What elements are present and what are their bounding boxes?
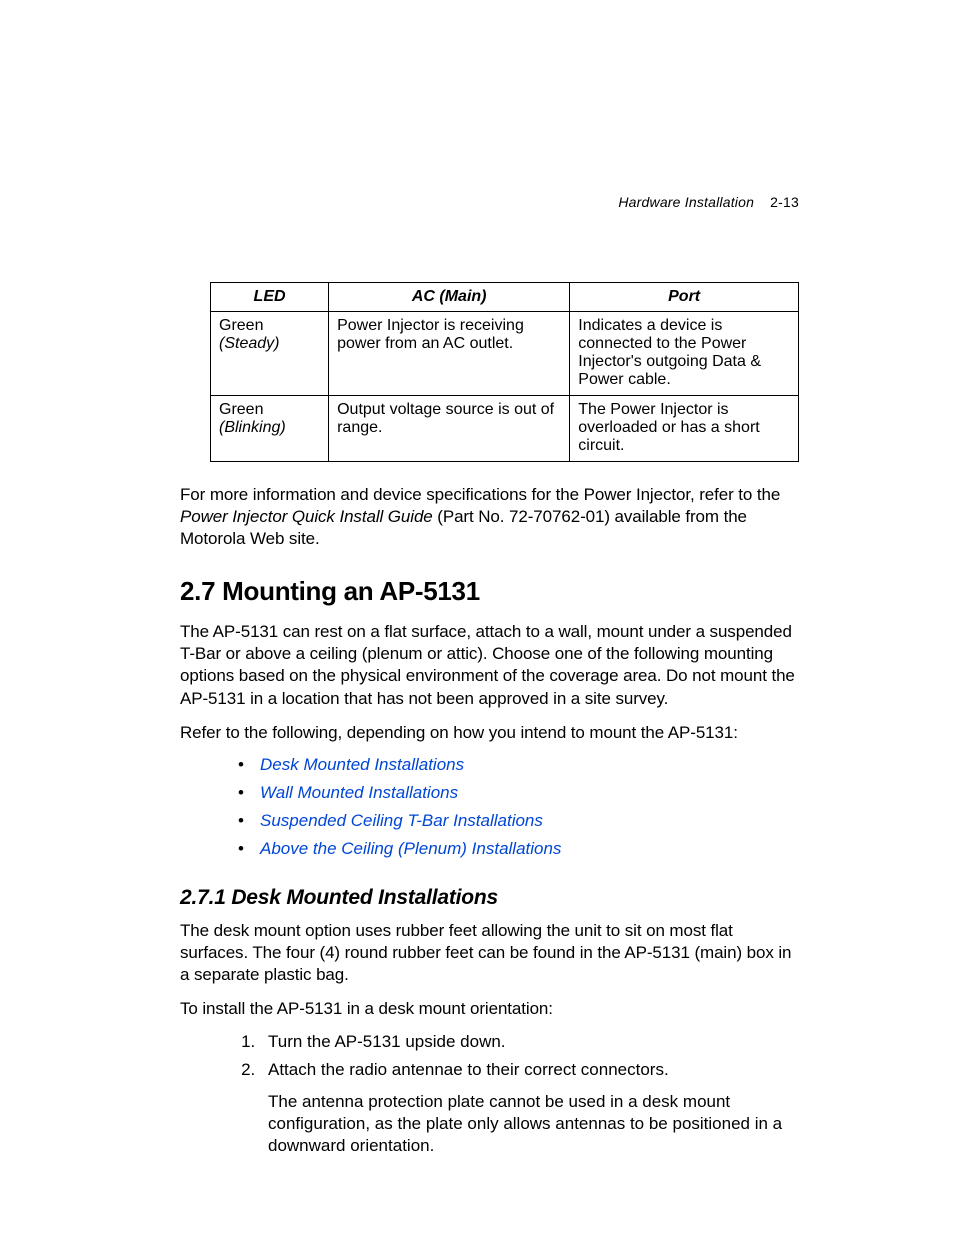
cell-led: Green (Steady) — [211, 312, 329, 396]
para-desk-1: The desk mount option uses rubber feet a… — [180, 920, 799, 986]
table-row: Green (Steady) Power Injector is receivi… — [211, 312, 799, 396]
led-state: (Steady) — [219, 335, 279, 352]
para-mount-intro: The AP-5131 can rest on a flat surface, … — [180, 621, 799, 709]
running-header: Hardware Installation 2-13 — [618, 194, 799, 210]
led-color: Green — [219, 401, 263, 418]
cell-port: The Power Injector is overloaded or has … — [570, 396, 799, 462]
running-header-title: Hardware Installation — [618, 194, 754, 210]
col-header-led: LED — [211, 283, 329, 312]
list-item: Suspended Ceiling T-Bar Installations — [238, 810, 799, 832]
mounting-options-list: Desk Mounted Installations Wall Mounted … — [238, 754, 799, 860]
para-mount-refer: Refer to the following, depending on how… — [180, 722, 799, 744]
para-more-info-a: For more information and device specific… — [180, 485, 780, 504]
led-state: (Blinking) — [219, 419, 286, 436]
led-color: Green — [219, 317, 263, 334]
link-wall-mounted[interactable]: Wall Mounted Installations — [260, 783, 458, 802]
step-note: The antenna protection plate cannot be u… — [268, 1091, 799, 1157]
desk-mount-steps: Turn the AP-5131 upside down. Attach the… — [238, 1031, 799, 1157]
document-page: Hardware Installation 2-13 LED AC (Main)… — [0, 0, 954, 1235]
step-item: Attach the radio antennae to their corre… — [260, 1059, 799, 1157]
cell-ac: Power Injector is receiving power from a… — [329, 312, 570, 396]
step-text: Attach the radio antennae to their corre… — [268, 1060, 669, 1079]
cell-ac: Output voltage source is out of range. — [329, 396, 570, 462]
link-desk-mounted[interactable]: Desk Mounted Installations — [260, 755, 464, 774]
running-header-page-number: 2-13 — [770, 194, 799, 210]
cell-port: Indicates a device is connected to the P… — [570, 312, 799, 396]
para-more-info-ital: Power Injector Quick Install Guide — [180, 507, 433, 526]
page-content: LED AC (Main) Port Green (Steady) Power … — [180, 282, 799, 1157]
step-text: Turn the AP-5131 upside down. — [268, 1032, 506, 1051]
link-ceiling-tbar[interactable]: Suspended Ceiling T-Bar Installations — [260, 811, 543, 830]
section-heading-mounting: 2.7 Mounting an AP-5131 — [180, 576, 799, 607]
col-header-port: Port — [570, 283, 799, 312]
step-item: Turn the AP-5131 upside down. — [260, 1031, 799, 1053]
cell-led: Green (Blinking) — [211, 396, 329, 462]
col-header-ac: AC (Main) — [329, 283, 570, 312]
table-header-row: LED AC (Main) Port — [211, 283, 799, 312]
table-row: Green (Blinking) Output voltage source i… — [211, 396, 799, 462]
list-item: Desk Mounted Installations — [238, 754, 799, 776]
led-status-table: LED AC (Main) Port Green (Steady) Power … — [210, 282, 799, 462]
para-more-info: For more information and device specific… — [180, 484, 799, 550]
link-above-ceiling[interactable]: Above the Ceiling (Plenum) Installations — [260, 839, 561, 858]
list-item: Above the Ceiling (Plenum) Installations — [238, 838, 799, 860]
subsection-heading-desk-mounted: 2.7.1 Desk Mounted Installations — [180, 886, 799, 910]
list-item: Wall Mounted Installations — [238, 782, 799, 804]
para-desk-2: To install the AP-5131 in a desk mount o… — [180, 998, 799, 1020]
